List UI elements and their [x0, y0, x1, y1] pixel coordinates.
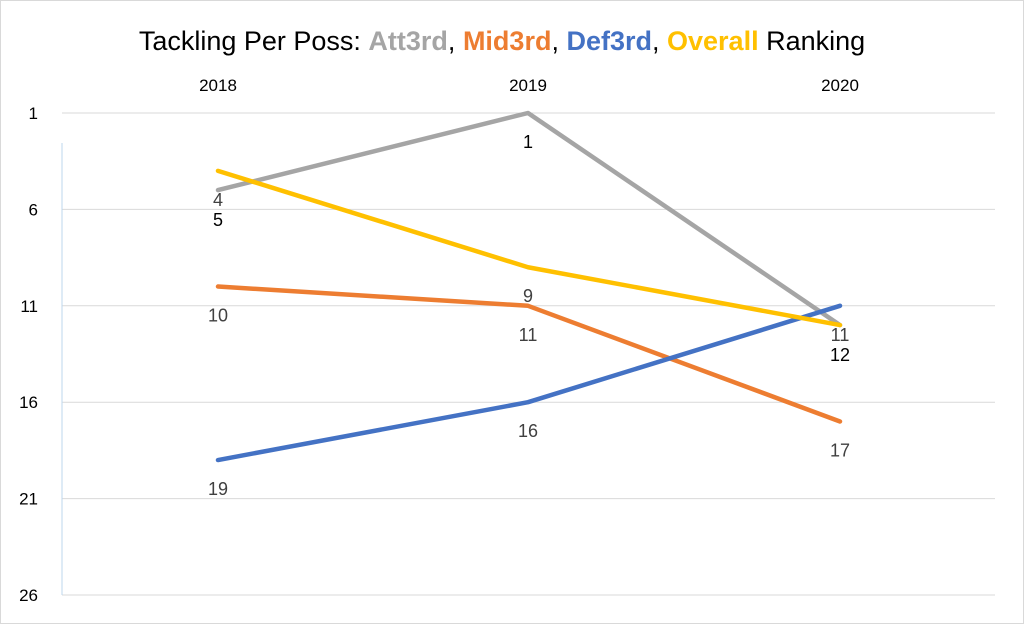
y-tick-label: 1	[29, 104, 38, 123]
x-tick-label: 2018	[199, 76, 237, 95]
title-prefix: Tackling Per Poss:	[138, 26, 369, 56]
data-label-att3rd: 5	[213, 210, 223, 230]
title-series-mid3rd: Mid3rd	[462, 26, 552, 56]
x-tick-label: 2020	[821, 76, 859, 95]
data-label-def3rd: 11	[831, 325, 850, 345]
series-line-def3rd	[215, 303, 843, 463]
title-series-att3rd: Att3rd	[368, 26, 448, 56]
data-label-att3rd: 1	[523, 132, 533, 152]
data-label-def3rd: 16	[518, 421, 538, 441]
series-mid3rd	[215, 284, 843, 424]
series-line-overall	[215, 168, 843, 328]
data-label-overall: 9	[523, 286, 533, 306]
series-def3rd	[215, 303, 843, 463]
data-label-att3rd: 12	[830, 345, 850, 365]
y-tick-label: 11	[20, 297, 38, 316]
y-tick-label: 21	[19, 490, 38, 509]
series-overall	[215, 168, 843, 328]
series-line-mid3rd	[215, 284, 843, 424]
title-suffix: Ranking	[758, 26, 866, 56]
series-line-att3rd	[215, 110, 843, 328]
data-label-mid3rd: 10	[208, 306, 228, 326]
y-tick-label: 26	[19, 586, 38, 605]
title-separator: ,	[551, 26, 567, 56]
data-label-overall: 4	[213, 190, 223, 210]
y-tick-label: 16	[19, 393, 38, 412]
y-tick-label: 6	[29, 200, 38, 219]
data-label-mid3rd: 17	[830, 440, 850, 460]
title-separator: ,	[652, 26, 668, 56]
chart-title: Tackling Per Poss: Att3rd, Mid3rd, Def3r…	[0, 26, 1004, 57]
title-series-overall: Overall	[667, 26, 759, 56]
data-label-def3rd: 19	[208, 479, 228, 499]
data-label-mid3rd: 11	[519, 325, 538, 345]
series-att3rd	[215, 110, 843, 328]
title-separator: ,	[447, 26, 463, 56]
title-series-def3rd: Def3rd	[566, 26, 652, 56]
x-tick-label: 2019	[509, 76, 547, 95]
